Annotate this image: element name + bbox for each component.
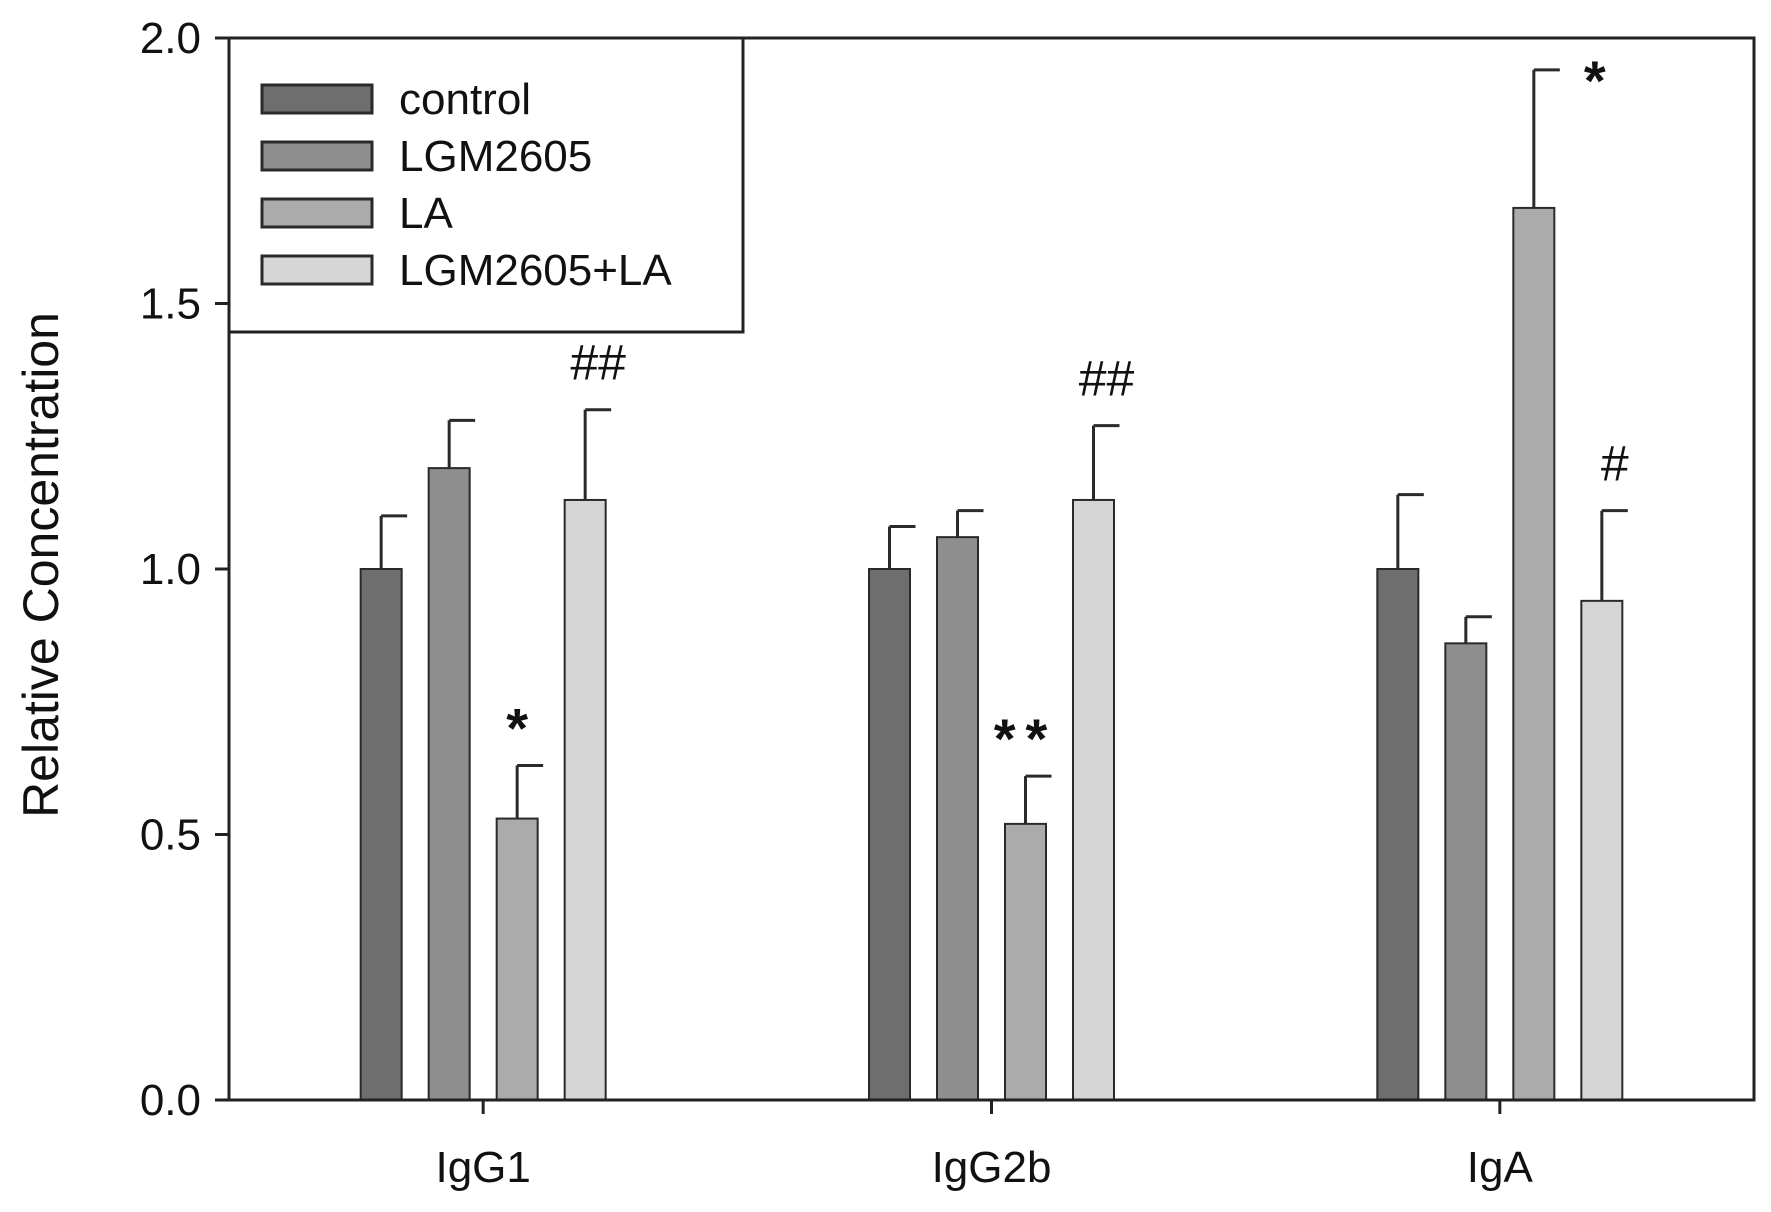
y-tick-label: 1.5 (140, 280, 201, 329)
bar (563, 498, 607, 1102)
bar (1512, 206, 1556, 1102)
x-tick-label: IgG2b (932, 1143, 1052, 1192)
bar (936, 536, 979, 1101)
significance-label: ** (994, 707, 1058, 770)
bar (1444, 642, 1488, 1102)
legend-label: LA (399, 189, 453, 238)
bar (359, 568, 403, 1101)
legend: control LGM2605 LA LGM2605+LA (227, 36, 745, 334)
significance-label: ## (1079, 351, 1135, 407)
legend-swatch (260, 254, 374, 286)
y-tick-label: 0.5 (140, 811, 201, 860)
legend-swatch (260, 140, 374, 172)
bar (1580, 599, 1624, 1101)
significance-label: # (1601, 436, 1629, 492)
legend-label: control (399, 75, 531, 124)
legend-label: LGM2605+LA (399, 246, 672, 295)
significance-label: ## (570, 335, 626, 391)
bar (1004, 822, 1047, 1101)
legend-label: LGM2605 (399, 132, 592, 181)
y-axis-label: Relative Concentration (13, 312, 69, 818)
bar (1376, 568, 1420, 1101)
y-tick-label: 2.0 (140, 14, 201, 63)
bar (1072, 498, 1115, 1102)
bar (868, 568, 911, 1101)
y-tick-label: 0.0 (140, 1076, 201, 1125)
x-tick-label: IgG1 (435, 1143, 530, 1192)
axes-layer: IgG1 IgG2b IgA 0.0 0.5 1.0 1.5 2.0 (140, 14, 1756, 1192)
bar (427, 467, 471, 1101)
legend-swatch (260, 197, 374, 229)
x-tick-label: IgA (1467, 1143, 1534, 1192)
bar (495, 817, 539, 1101)
significance-label: * (1584, 49, 1606, 112)
significance-label: * (506, 696, 528, 759)
legend-swatch (260, 83, 374, 115)
y-tick-label: 1.0 (140, 545, 201, 594)
marks-layer: * ## ** ## * # (359, 49, 1629, 1102)
